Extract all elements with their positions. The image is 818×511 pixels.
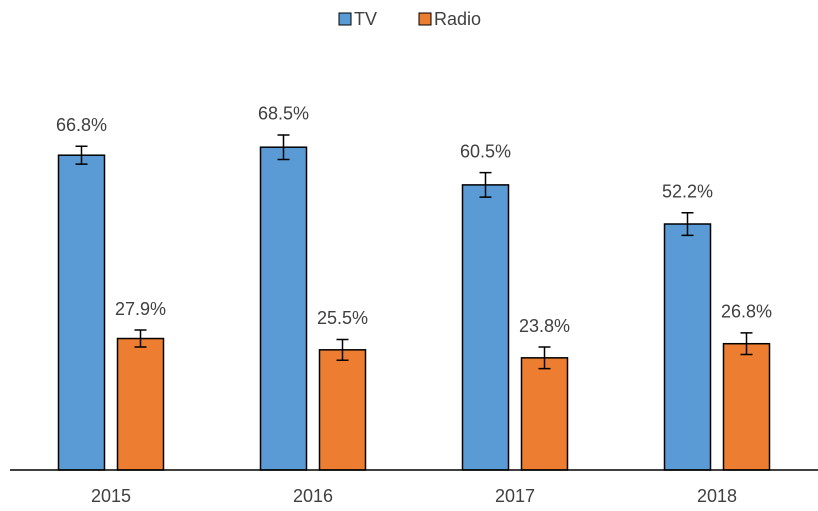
- error-bar: [134, 329, 147, 348]
- value-label: 26.8%: [721, 302, 772, 322]
- bar: [663, 223, 712, 471]
- x-tick-label: 2017: [495, 486, 535, 506]
- error-bar: [277, 134, 290, 161]
- value-label: 27.9%: [115, 299, 166, 319]
- error-bar: [479, 171, 492, 198]
- x-tick-label: 2016: [293, 486, 333, 506]
- error-bar: [740, 332, 753, 356]
- bar: [722, 342, 771, 471]
- legend-label: TV: [354, 9, 377, 29]
- error-bar: [75, 145, 88, 165]
- value-label: 60.5%: [460, 141, 511, 161]
- x-tick-label: 2018: [697, 486, 737, 506]
- value-label: 52.2%: [662, 181, 713, 201]
- value-label: 25.5%: [317, 308, 368, 328]
- value-label: 66.8%: [56, 115, 107, 135]
- legend-swatch: [418, 12, 432, 26]
- error-bar: [681, 211, 694, 237]
- error-bar: [538, 346, 551, 370]
- x-tick-label: 2015: [91, 486, 131, 506]
- bar: [318, 349, 367, 471]
- legend-swatch: [338, 12, 352, 26]
- legend-label: Radio: [434, 9, 481, 29]
- error-bar: [336, 338, 349, 361]
- value-label: 23.8%: [519, 316, 570, 336]
- value-label: 68.5%: [258, 104, 309, 124]
- bar: [116, 337, 165, 471]
- bar: [520, 357, 569, 471]
- bar: [259, 146, 308, 471]
- bar: [461, 184, 510, 471]
- bar: [57, 154, 106, 471]
